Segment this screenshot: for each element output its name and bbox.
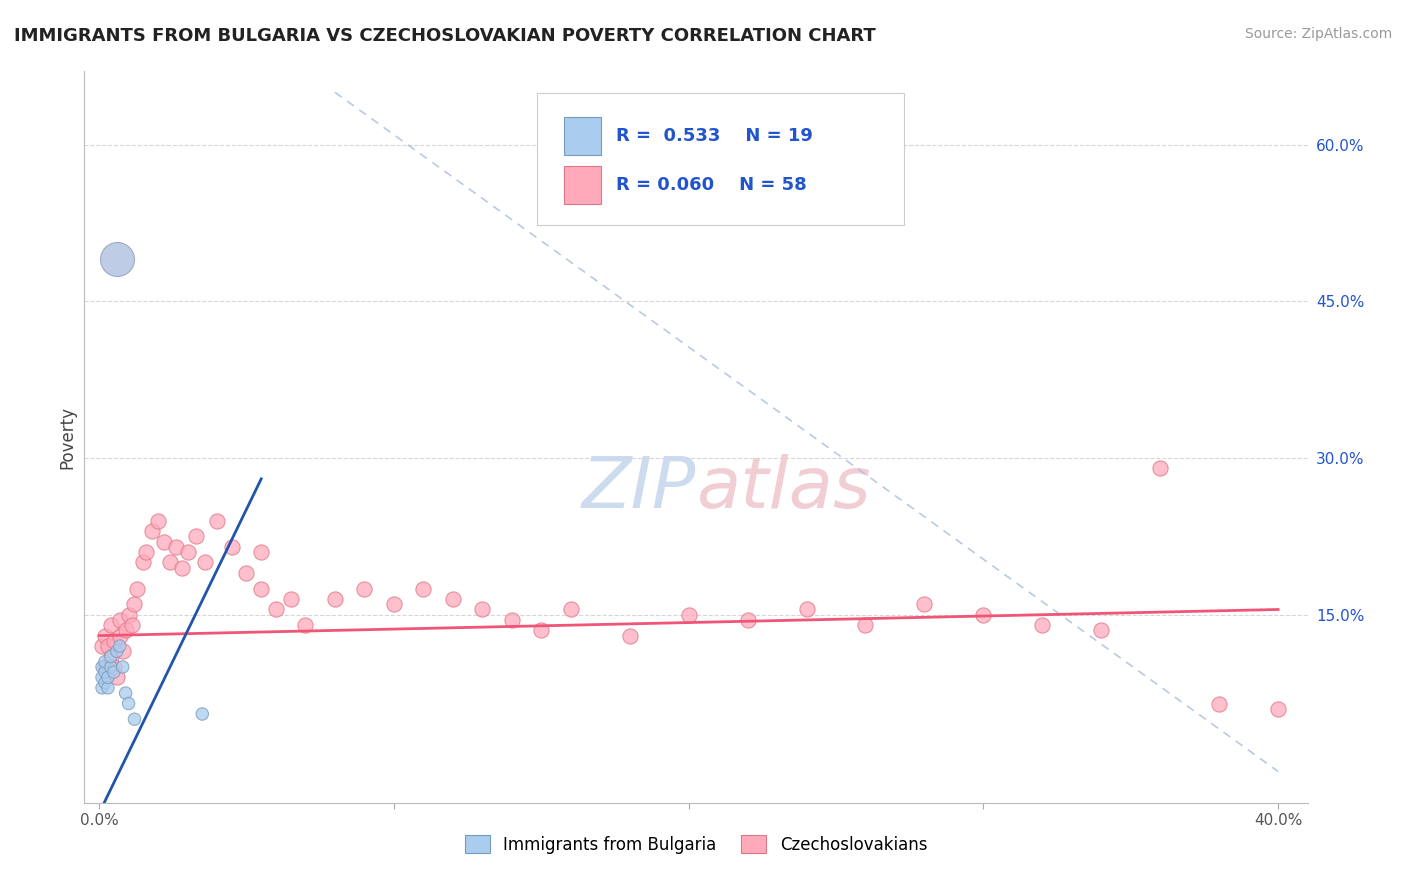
Point: [619, 629, 641, 643]
Point: [412, 582, 434, 596]
Point: [91, 639, 114, 653]
Point: [530, 624, 553, 638]
Point: [221, 540, 243, 554]
Point: [191, 706, 214, 721]
Point: [132, 556, 155, 570]
Point: [165, 540, 187, 554]
Point: [159, 556, 181, 570]
Point: [124, 597, 146, 611]
Point: [121, 618, 143, 632]
Point: [105, 670, 128, 684]
Point: [205, 514, 228, 528]
Point: [94, 660, 117, 674]
Point: [1267, 702, 1289, 716]
Text: atlas: atlas: [696, 454, 870, 523]
Point: [103, 633, 125, 648]
Point: [124, 712, 146, 726]
Point: [194, 556, 217, 570]
Point: [97, 639, 120, 653]
Point: [560, 602, 582, 616]
Text: Source: ZipAtlas.com: Source: ZipAtlas.com: [1244, 27, 1392, 41]
Point: [323, 592, 346, 607]
Point: [108, 629, 131, 643]
Point: [127, 582, 149, 596]
Point: [501, 613, 523, 627]
Point: [94, 655, 117, 669]
Point: [235, 566, 257, 580]
Y-axis label: Poverty: Poverty: [58, 406, 76, 468]
Point: [382, 597, 405, 611]
Point: [678, 607, 700, 622]
Point: [91, 660, 114, 674]
Point: [94, 675, 117, 690]
Point: [100, 618, 122, 632]
Point: [97, 665, 120, 680]
Point: [111, 644, 134, 658]
Point: [1090, 624, 1112, 638]
Text: R =  0.533    N = 19: R = 0.533 N = 19: [616, 128, 813, 145]
Point: [114, 686, 136, 700]
Point: [100, 649, 122, 664]
Point: [153, 534, 176, 549]
FancyBboxPatch shape: [564, 118, 600, 155]
Point: [111, 660, 134, 674]
Point: [91, 670, 114, 684]
Point: [117, 607, 139, 622]
Point: [114, 624, 136, 638]
Point: [91, 681, 114, 695]
Point: [97, 681, 120, 695]
Point: [94, 629, 117, 643]
Text: R = 0.060    N = 58: R = 0.060 N = 58: [616, 177, 807, 194]
Point: [94, 665, 117, 680]
Point: [353, 582, 375, 596]
Point: [135, 545, 157, 559]
Point: [294, 618, 316, 632]
Point: [1208, 697, 1230, 711]
Point: [796, 602, 818, 616]
Point: [141, 524, 163, 538]
Point: [146, 514, 169, 528]
Point: [103, 665, 125, 680]
Point: [117, 697, 139, 711]
Point: [105, 644, 128, 658]
Point: [250, 545, 273, 559]
Point: [1149, 461, 1171, 475]
Point: [100, 649, 122, 664]
Point: [250, 582, 273, 596]
Point: [108, 613, 131, 627]
Point: [105, 252, 128, 267]
Point: [972, 607, 994, 622]
Point: [737, 613, 759, 627]
Point: [441, 592, 464, 607]
Point: [1031, 618, 1053, 632]
Point: [912, 597, 935, 611]
Point: [170, 560, 193, 574]
Text: IMMIGRANTS FROM BULGARIA VS CZECHOSLOVAKIAN POVERTY CORRELATION CHART: IMMIGRANTS FROM BULGARIA VS CZECHOSLOVAK…: [14, 27, 876, 45]
Legend: Immigrants from Bulgaria, Czechoslovakians: Immigrants from Bulgaria, Czechoslovakia…: [458, 829, 934, 860]
Point: [108, 639, 131, 653]
Point: [176, 545, 198, 559]
Point: [186, 529, 208, 543]
Point: [855, 618, 877, 632]
Point: [100, 660, 122, 674]
Point: [280, 592, 302, 607]
Text: ZIP: ZIP: [582, 454, 696, 523]
FancyBboxPatch shape: [537, 94, 904, 225]
FancyBboxPatch shape: [564, 167, 600, 204]
Point: [103, 660, 125, 674]
Point: [471, 602, 494, 616]
Point: [97, 670, 120, 684]
Point: [264, 602, 287, 616]
